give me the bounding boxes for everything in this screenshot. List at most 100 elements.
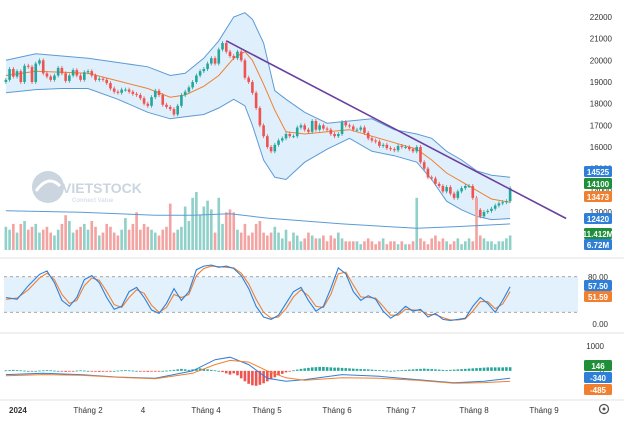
time-axis-label: Tháng 8 xyxy=(459,406,489,415)
candle-body xyxy=(404,147,407,148)
badge-osc-fast: 57.50 xyxy=(588,282,609,291)
macd-histogram-bar xyxy=(75,370,79,372)
volume-bar xyxy=(419,238,422,250)
volume-panel xyxy=(4,192,512,250)
time-axis-label: Tháng 4 xyxy=(191,406,221,415)
volume-bar xyxy=(71,232,75,250)
volume-bar xyxy=(475,197,478,250)
time-axis-label: Tháng 2 xyxy=(73,406,103,415)
candle-body xyxy=(198,71,202,76)
volume-bar xyxy=(307,232,310,250)
volume-bar xyxy=(385,244,389,250)
volume-bar xyxy=(464,241,467,250)
macd-histogram-bar xyxy=(53,370,56,372)
candle-body xyxy=(378,141,381,146)
volume-bar xyxy=(15,232,19,250)
candle-body xyxy=(23,65,26,82)
price-panel xyxy=(4,12,567,221)
volume-bar xyxy=(400,241,404,250)
volume-bar xyxy=(157,235,161,250)
volume-bar xyxy=(490,241,493,250)
macd-histogram-bar xyxy=(396,370,400,372)
macd-histogram-bar xyxy=(422,368,426,371)
macd-histogram-bar xyxy=(176,369,179,371)
candle-body xyxy=(333,134,336,137)
macd-histogram-bar xyxy=(340,367,344,371)
volume-bar xyxy=(90,221,94,250)
time-axis-label: Tháng 9 xyxy=(529,406,559,415)
volume-bar xyxy=(30,226,34,250)
candle-body xyxy=(150,97,153,106)
candle-body xyxy=(195,75,198,82)
macd-histogram-bar xyxy=(314,367,318,371)
volume-bar xyxy=(277,232,280,250)
candle-body xyxy=(236,51,239,59)
volume-bar xyxy=(198,215,202,250)
macd-histogram-bar xyxy=(419,368,422,371)
candle-body xyxy=(366,132,370,139)
candle-body xyxy=(161,95,165,105)
price-axis-tick: 13000 xyxy=(590,208,613,217)
volume-bar xyxy=(23,221,26,250)
volume-bar xyxy=(142,223,146,250)
volume-bar xyxy=(322,235,325,250)
volume-bar xyxy=(340,238,344,250)
candle-body xyxy=(344,122,348,126)
candle-body xyxy=(4,79,8,82)
candle-body xyxy=(299,125,303,128)
macd-histogram-bar xyxy=(228,370,232,375)
macd-histogram-bar xyxy=(60,370,64,372)
volume-bar xyxy=(456,238,460,250)
candle-body xyxy=(97,78,101,80)
candle-body xyxy=(228,51,232,56)
candle-body xyxy=(318,125,321,130)
candle-body xyxy=(295,127,299,137)
volume-bar xyxy=(363,241,366,250)
volume-bar xyxy=(183,206,187,250)
volume-bar xyxy=(124,218,127,250)
volume-bar xyxy=(64,215,67,250)
volume-bar xyxy=(486,241,490,250)
volume-bar xyxy=(213,232,217,250)
macd-histogram-bar xyxy=(329,367,333,371)
candle-body xyxy=(49,76,52,80)
candle-body xyxy=(426,168,430,178)
candle-body xyxy=(232,56,236,59)
candle-body xyxy=(501,202,504,204)
macd-histogram-bar xyxy=(445,370,448,371)
volume-bar xyxy=(366,238,370,250)
volume-bar xyxy=(273,226,277,250)
volume-bar xyxy=(236,229,239,250)
candle-body xyxy=(359,127,363,130)
volume-bar xyxy=(284,229,288,250)
price-axis-tick: 21000 xyxy=(590,35,613,44)
volume-bar xyxy=(41,229,45,250)
candle-body xyxy=(482,212,486,217)
volume-bar xyxy=(127,229,131,250)
candle-body xyxy=(415,147,419,152)
time-axis-label: Tháng 7 xyxy=(386,406,416,415)
volume-bar xyxy=(501,241,504,250)
macd-histogram-bar xyxy=(71,370,75,372)
macd-histogram-bar xyxy=(486,367,490,371)
candle-body xyxy=(329,129,333,134)
macd-histogram-bar xyxy=(415,369,419,371)
badge-volume-average-bg xyxy=(584,239,612,250)
badge-ma-bg xyxy=(584,191,612,202)
macd-histogram-bar xyxy=(8,370,11,371)
volume-bar xyxy=(109,226,112,250)
candle-body xyxy=(56,67,60,76)
oscillator-slow-line xyxy=(5,265,511,321)
macd-histogram-bar xyxy=(460,369,463,371)
candle-body xyxy=(381,144,385,146)
candle-body xyxy=(142,98,146,104)
macd-histogram-bar xyxy=(64,370,67,372)
volume-bar xyxy=(191,197,194,250)
candle-body xyxy=(183,91,187,95)
volume-bar xyxy=(228,209,232,250)
volume-bar xyxy=(445,241,448,250)
macd-histogram-bar xyxy=(389,370,392,372)
gear-icon[interactable] xyxy=(598,403,610,415)
candle-body xyxy=(269,147,273,152)
